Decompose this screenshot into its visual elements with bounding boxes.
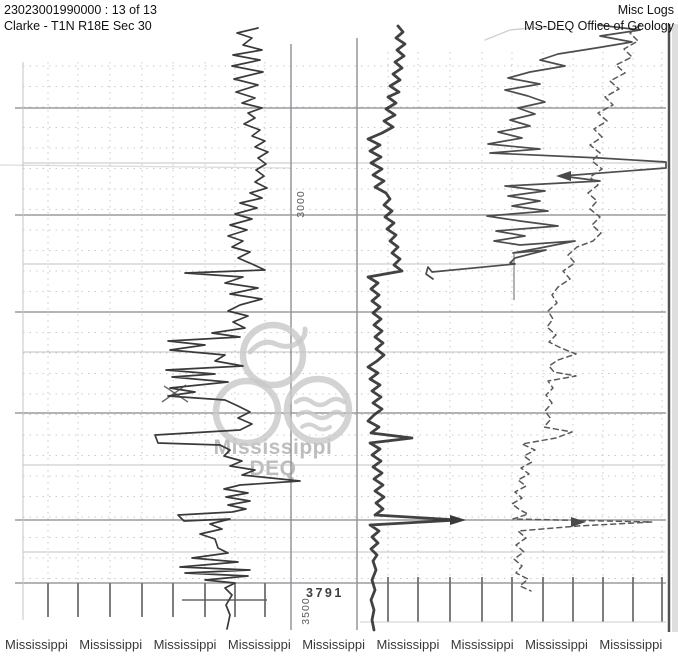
watermark-word: Mississippi (525, 637, 588, 652)
well-location: Clarke - T1N R18E Sec 30 (4, 19, 152, 33)
log-type: Misc Logs (617, 3, 674, 17)
watermark-word: Mississippi (79, 637, 143, 652)
watermark-word: Mississippi (5, 637, 68, 652)
header-left: 23023001990000 : 13 of 13 Clarke - T1N R… (4, 2, 157, 34)
total-depth-label: 3791 (306, 586, 344, 600)
sp-curve (154, 27, 301, 630)
agency-name: MS-DEQ Office of Geology (524, 19, 674, 33)
deep-resistivity-solid-curve (425, 24, 667, 280)
watermark-word: Mississippi (302, 637, 366, 652)
deq-watermark-line2: DEQ (249, 457, 297, 480)
watermark-word: Mississippi (599, 637, 663, 652)
deep-resistivity-dashed-curve (511, 24, 653, 592)
header-right: Misc Logs MS-DEQ Office of Geology (524, 2, 674, 34)
watermark-word: Mississippi (227, 637, 291, 652)
left-arrow-offscale (556, 171, 571, 181)
watermark-row: Mississippi Mississippi Mississippi Miss… (5, 636, 669, 654)
watermark-word: Mississippi (376, 637, 440, 652)
right-arrow-dashed (571, 517, 586, 527)
watermark-word: Mississippi (153, 637, 217, 652)
faint-top-artifact-curve (484, 26, 566, 41)
depth-label-upper: 3000 (295, 190, 307, 218)
watermark-word: Mississippi (450, 637, 514, 652)
short-normal-resistivity-curve (366, 24, 460, 632)
well-id-page-count: 23023001990000 : 13 of 13 (4, 3, 157, 17)
right-arrow-short-normal (450, 515, 466, 525)
